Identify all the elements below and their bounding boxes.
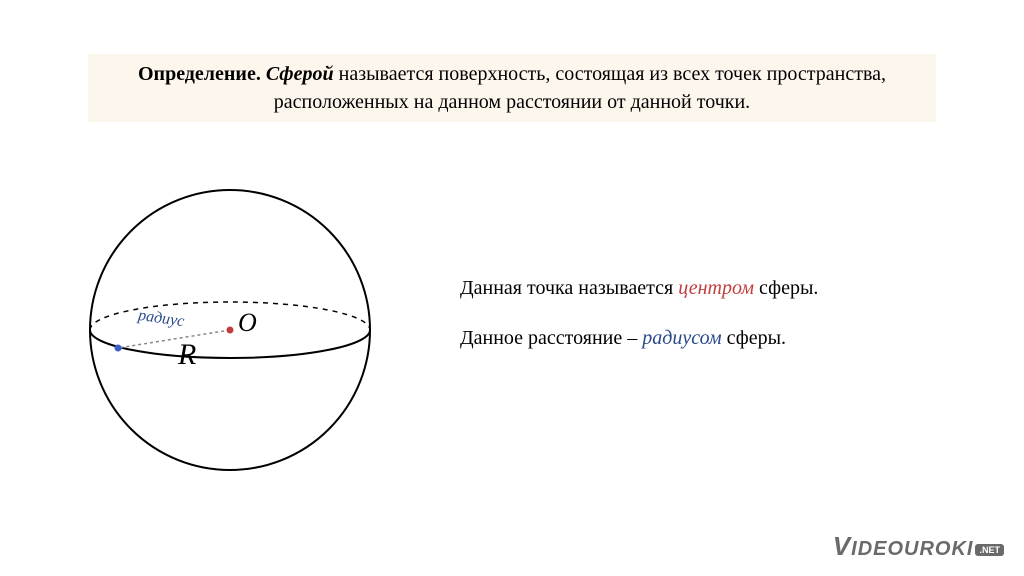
watermark-net: .NET <box>975 544 1004 556</box>
r-label: R <box>178 338 196 372</box>
equator-back <box>90 302 370 330</box>
line2-suffix: сферы. <box>722 327 786 349</box>
radius-line <box>118 330 230 348</box>
definition-term: Сферой <box>266 63 334 85</box>
definition-body: называется поверхность, состоящая из все… <box>274 63 886 113</box>
surface-point <box>115 345 122 352</box>
line1-suffix: сферы. <box>754 277 818 299</box>
explanation-text: Данная точка называется центром сферы. Д… <box>460 270 964 370</box>
radius-definition: Данное расстояние – радиусом сферы. <box>460 320 964 356</box>
center-label: O <box>238 308 257 338</box>
center-definition: Данная точка называется центром сферы. <box>460 270 964 306</box>
watermark: VIDEOUROKI.NET <box>833 531 1004 562</box>
watermark-text: IDEOUROKI <box>851 538 973 560</box>
line1-prefix: Данная точка называется <box>460 277 678 299</box>
sphere-diagram: радиус O R <box>60 160 400 500</box>
line2-prefix: Данное расстояние – <box>460 327 642 349</box>
line1-accent: центром <box>678 277 754 299</box>
center-point <box>227 327 234 334</box>
line2-accent: радиусом <box>642 327 721 349</box>
sphere-svg <box>60 160 400 500</box>
equator-front <box>90 330 370 358</box>
definition-box: Определение. Сферой называется поверхнос… <box>88 54 936 122</box>
watermark-v: V <box>833 531 851 561</box>
definition-prefix: Определение. <box>138 63 261 85</box>
